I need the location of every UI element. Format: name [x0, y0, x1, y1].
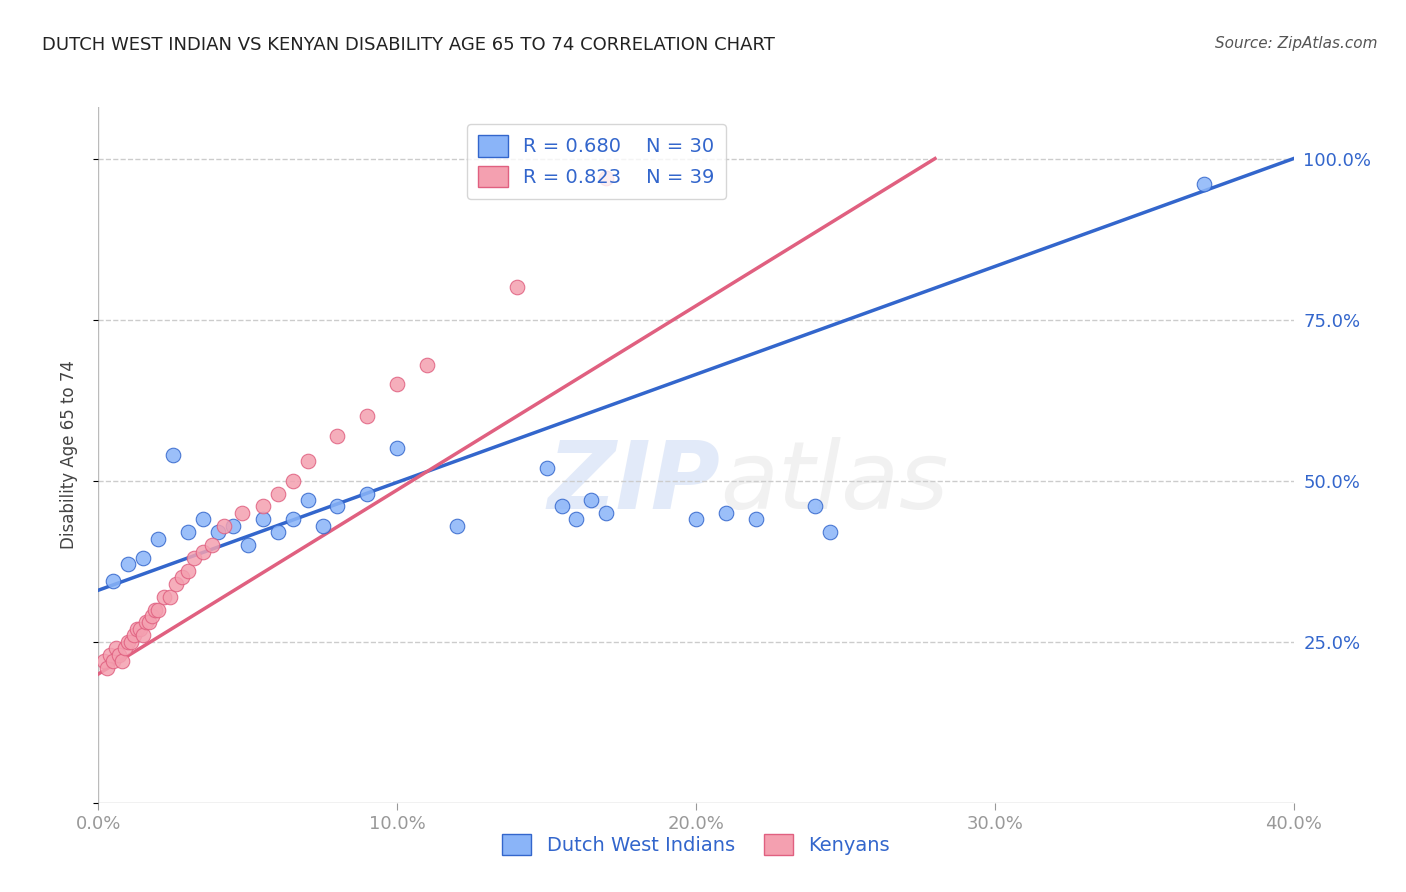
Point [129, 622, 152, 636]
Point [356, 486, 378, 500]
Point [595, 170, 617, 185]
Point [714, 506, 737, 520]
Point [127, 622, 149, 636]
Point [416, 358, 439, 372]
Point [191, 544, 214, 558]
Point [685, 512, 707, 526]
Point [120, 634, 142, 648]
Point [96, 660, 118, 674]
Point [111, 654, 134, 668]
Point [138, 615, 160, 630]
Point [148, 532, 170, 546]
Point [201, 538, 224, 552]
Point [143, 602, 166, 616]
Point [114, 641, 136, 656]
Point [132, 628, 155, 642]
Point [745, 512, 768, 526]
Point [172, 570, 194, 584]
Point [135, 615, 157, 630]
Point [153, 590, 176, 604]
Point [141, 609, 163, 624]
Point [177, 564, 200, 578]
Point [93, 654, 115, 668]
Point [252, 512, 274, 526]
Point [281, 512, 304, 526]
Point [297, 493, 319, 508]
Point [105, 641, 128, 656]
Text: atlas: atlas [720, 437, 948, 528]
Point [385, 377, 409, 392]
Point [595, 506, 617, 520]
Point [100, 648, 122, 662]
Text: DUTCH WEST INDIAN VS KENYAN DISABILITY AGE 65 TO 74 CORRELATION CHART: DUTCH WEST INDIAN VS KENYAN DISABILITY A… [42, 36, 775, 54]
Point [385, 442, 409, 456]
Point [207, 525, 229, 540]
Point [212, 518, 235, 533]
Point [103, 654, 125, 668]
Point [165, 576, 187, 591]
Point [132, 551, 155, 566]
Point [191, 512, 214, 526]
Point [236, 538, 259, 552]
Point [581, 493, 603, 508]
Point [267, 486, 290, 500]
Legend: Dutch West Indians, Kenyans: Dutch West Indians, Kenyans [494, 826, 898, 863]
Y-axis label: Disability Age 65 to 74: Disability Age 65 to 74 [59, 360, 77, 549]
Point [356, 409, 378, 424]
Point [177, 525, 200, 540]
Point [162, 448, 184, 462]
Point [820, 525, 842, 540]
Point [267, 525, 290, 540]
Point [159, 590, 181, 604]
Point [326, 500, 349, 514]
Text: Source: ZipAtlas.com: Source: ZipAtlas.com [1215, 36, 1378, 51]
Point [326, 428, 349, 442]
Point [506, 280, 529, 294]
Point [550, 500, 572, 514]
Point [148, 602, 170, 616]
Point [108, 648, 131, 662]
Point [117, 558, 139, 572]
Point [446, 518, 468, 533]
Point [281, 474, 304, 488]
Point [311, 518, 333, 533]
Point [252, 500, 274, 514]
Point [297, 454, 319, 468]
Point [103, 574, 125, 588]
Point [231, 506, 253, 520]
Point [117, 634, 139, 648]
Point [536, 460, 558, 475]
Point [804, 500, 827, 514]
Point [222, 518, 245, 533]
Text: ZIP: ZIP [547, 437, 720, 529]
Point [1192, 178, 1215, 192]
Point [565, 512, 588, 526]
Point [183, 551, 205, 566]
Point [124, 628, 146, 642]
